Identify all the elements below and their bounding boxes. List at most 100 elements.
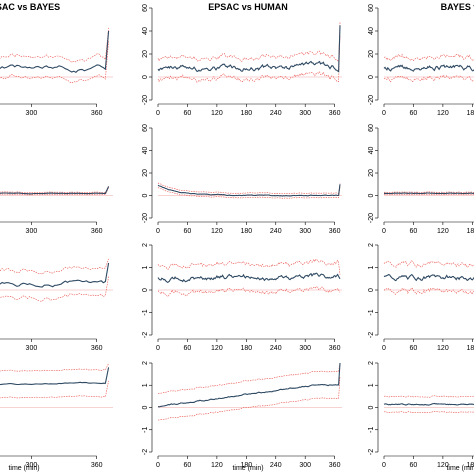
panel-r1-c1: 300 360 — [0, 27, 113, 117]
y-tick-label: 60 — [368, 124, 375, 132]
upper-bound-line — [383, 191, 474, 193]
y-tick-label: 2 — [142, 243, 149, 247]
y-tick-label: 20 — [368, 50, 375, 58]
y-tick-label: -1 — [368, 309, 375, 315]
x-tick-label: 120 — [437, 110, 449, 117]
x-tick-label: 300 — [26, 228, 38, 235]
x-axis-label-2: time (min) — [232, 465, 263, 472]
x-tick-label: 180 — [240, 345, 252, 352]
y-tick-label: 20 — [142, 169, 149, 177]
x-tick-label: 180 — [240, 462, 252, 469]
x-tick-label: 120 — [211, 110, 223, 117]
lower-bound-line — [157, 35, 341, 83]
x-tick-label: 60 — [410, 228, 418, 235]
y-tick-label: 1 — [142, 383, 149, 387]
mean-line — [383, 273, 474, 282]
y-tick-label: 0 — [368, 288, 375, 292]
lower-bound-line — [0, 276, 109, 302]
y-tick-label: 1 — [368, 383, 375, 387]
upper-bound-line — [157, 22, 341, 63]
x-tick-label: 60 — [410, 462, 418, 469]
lower-bound-line — [157, 186, 341, 199]
x-tick-label: 120 — [211, 345, 223, 352]
x-tick-label: 120 — [437, 345, 449, 352]
panel-r4-c1: 300 360 — [0, 363, 113, 469]
y-tick-label: 0 — [368, 193, 375, 197]
lower-bound-line — [157, 285, 341, 297]
upper-bound-line — [157, 258, 341, 275]
x-tick-label: 60 — [184, 110, 192, 117]
x-tick-label: 120 — [211, 462, 223, 469]
mean-line — [0, 30, 110, 73]
y-tick-label: -2 — [368, 449, 375, 455]
x-axis-label-1: time (min) — [8, 465, 39, 472]
column-title-2: EPSAC vs HUMAN — [208, 2, 288, 12]
panel-r2-c3: -20 0 20 40 60 0 60 120 180 — [368, 124, 474, 235]
panel-r1-c2: -20 0 20 40 60 0 60 120 180 240 300 360 — [142, 4, 342, 117]
y-tick-label: 40 — [142, 27, 149, 35]
y-tick-label: 1 — [142, 265, 149, 269]
mean-line — [0, 367, 110, 386]
mean-line — [0, 186, 110, 195]
y-tick-label: -1 — [142, 427, 149, 433]
x-tick-label: 120 — [211, 228, 223, 235]
y-tick-label: -2 — [368, 332, 375, 338]
x-tick-label: 180 — [466, 462, 474, 469]
y-tick-label: 60 — [142, 124, 149, 132]
x-axis-label-3: time (min) — [446, 465, 474, 472]
x-tick-label: 60 — [410, 345, 418, 352]
x-tick-label: 0 — [156, 228, 160, 235]
y-tick-label: 0 — [368, 75, 375, 79]
x-tick-label: 360 — [91, 228, 103, 235]
x-tick-label: 60 — [184, 345, 192, 352]
y-tick-label: 40 — [368, 27, 375, 35]
x-tick-label: 360 — [329, 462, 341, 469]
y-tick-label: 60 — [142, 4, 149, 12]
panel-r3-c1: 300 360 — [0, 258, 113, 352]
x-tick-label: 60 — [184, 462, 192, 469]
x-tick-label: 180 — [466, 110, 474, 117]
x-tick-label: 240 — [270, 345, 282, 352]
lower-bound-line — [157, 376, 341, 421]
x-tick-label: 240 — [270, 228, 282, 235]
column-title-3: BAYES vs — [441, 2, 474, 12]
upper-bound-line — [383, 53, 474, 62]
x-tick-label: 300 — [26, 110, 38, 117]
y-tick-label: -20 — [368, 213, 375, 223]
x-tick-label: 360 — [91, 110, 103, 117]
panel-r2-c1: 300 360 — [0, 186, 113, 235]
mean-line — [0, 262, 110, 288]
x-tick-label: 360 — [329, 345, 341, 352]
upper-bound-line — [384, 395, 474, 398]
x-tick-label: 180 — [466, 228, 474, 235]
y-tick-label: 2 — [368, 361, 375, 365]
y-tick-label: -20 — [142, 213, 149, 223]
lower-bound-line — [383, 74, 474, 83]
y-tick-label: 20 — [142, 50, 149, 58]
y-tick-label: 2 — [142, 361, 149, 365]
x-tick-label: 60 — [410, 110, 418, 117]
x-tick-label: 180 — [240, 110, 252, 117]
panel-r1-c3: -20 0 20 40 60 0 60 120 180 — [368, 4, 474, 117]
mean-line — [157, 25, 341, 73]
x-tick-label: 240 — [270, 462, 282, 469]
x-tick-label: 300 — [26, 462, 38, 469]
y-tick-label: 0 — [142, 405, 149, 409]
mean-line — [383, 402, 474, 406]
x-tick-label: 300 — [299, 345, 311, 352]
x-tick-label: 180 — [240, 228, 252, 235]
x-tick-label: 0 — [382, 110, 386, 117]
y-tick-label: 20 — [368, 169, 375, 177]
x-tick-label: 360 — [91, 462, 103, 469]
mean-line — [383, 64, 474, 72]
x-tick-label: 240 — [270, 110, 282, 117]
upper-bound-line — [0, 27, 109, 63]
mean-line — [157, 272, 341, 284]
mean-line — [157, 362, 341, 408]
x-tick-label: 0 — [156, 110, 160, 117]
x-tick-label: 0 — [156, 462, 160, 469]
upper-bound-line — [0, 258, 109, 275]
y-tick-label: 40 — [142, 147, 149, 155]
